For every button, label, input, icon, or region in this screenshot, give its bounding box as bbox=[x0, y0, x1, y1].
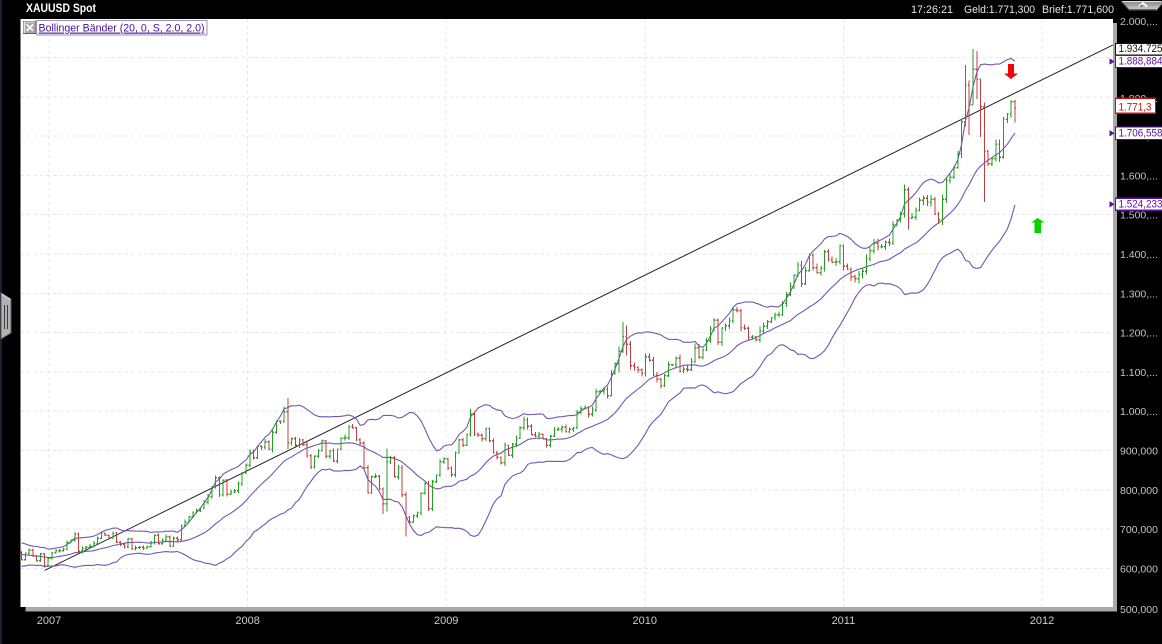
svg-text:800,000: 800,000 bbox=[1120, 485, 1158, 497]
svg-text:2009: 2009 bbox=[434, 615, 458, 627]
svg-text:1.500,...: 1.500,... bbox=[1120, 210, 1158, 222]
svg-text:2008: 2008 bbox=[235, 615, 259, 627]
svg-text:500,000: 500,000 bbox=[1120, 604, 1158, 616]
svg-text:2007: 2007 bbox=[37, 615, 61, 627]
svg-text:1.524,233: 1.524,233 bbox=[1119, 198, 1162, 210]
svg-text:2011: 2011 bbox=[832, 615, 856, 627]
svg-text:1.400,...: 1.400,... bbox=[1120, 249, 1158, 261]
svg-text:XAUUSD Spot: XAUUSD Spot bbox=[26, 3, 96, 15]
svg-text:17:26:21: 17:26:21 bbox=[911, 4, 953, 16]
svg-text:1.200,...: 1.200,... bbox=[1120, 328, 1158, 340]
svg-text:1.706,558: 1.706,558 bbox=[1119, 128, 1162, 140]
svg-text:1.934.725: 1.934.725 bbox=[1119, 43, 1162, 55]
svg-text:Geld:1.771,300: Geld:1.771,300 bbox=[964, 4, 1035, 16]
svg-text:1.300,...: 1.300,... bbox=[1120, 288, 1158, 300]
svg-text:2010: 2010 bbox=[633, 615, 657, 627]
svg-text:1.600,...: 1.600,... bbox=[1120, 170, 1158, 182]
svg-text:2012: 2012 bbox=[1030, 615, 1054, 627]
svg-text:2.000,...: 2.000,... bbox=[1120, 16, 1158, 28]
svg-text:1.000,...: 1.000,... bbox=[1120, 406, 1158, 418]
svg-text:900,000: 900,000 bbox=[1120, 446, 1158, 458]
svg-text:700,000: 700,000 bbox=[1120, 524, 1158, 536]
svg-text:1.771,3: 1.771,3 bbox=[1119, 101, 1152, 113]
svg-text:Brief:1.771,600: Brief:1.771,600 bbox=[1042, 4, 1114, 16]
svg-text:Bollinger Bänder (20, 0, S, 2.: Bollinger Bänder (20, 0, S, 2.0, 2.0) bbox=[39, 23, 205, 35]
svg-text:1.100,...: 1.100,... bbox=[1120, 367, 1158, 379]
svg-text:1.888,884: 1.888,884 bbox=[1119, 56, 1162, 68]
svg-text:600,000: 600,000 bbox=[1120, 563, 1158, 575]
